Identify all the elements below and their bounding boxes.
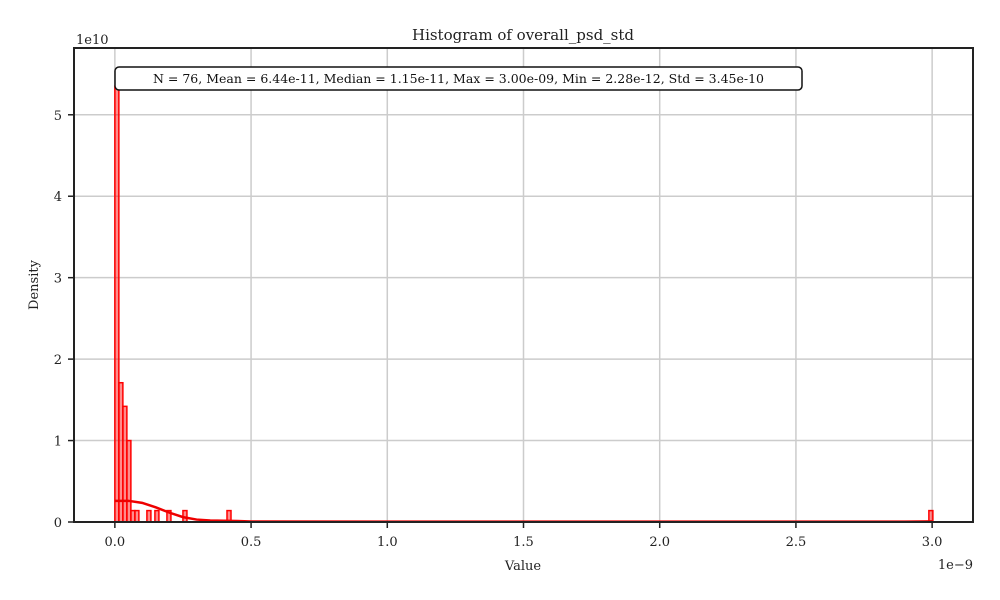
ticks-layer: 0.0 0.5 1.0 1.5 2.0 2.5 3.0 0 1 2 3 4 5 bbox=[54, 109, 943, 550]
histogram-bar bbox=[134, 509, 140, 523]
stats-box: N = 76, Mean = 6.44e-11, Median = 1.15e-… bbox=[114, 66, 803, 91]
stats-text: N = 76, Mean = 6.44e-11, Median = 1.15e-… bbox=[153, 71, 764, 86]
y-axis-label: Density bbox=[27, 259, 42, 310]
stats-box-frame bbox=[114, 66, 803, 91]
x-tick-label: 3.0 bbox=[922, 535, 943, 550]
x-tick-label: 2.0 bbox=[649, 535, 670, 550]
x-axis-label: Value bbox=[504, 559, 541, 574]
histogram-bar bbox=[154, 509, 160, 523]
chart-title: Histogram of overall_psd_std bbox=[412, 26, 634, 44]
y-tick-label: 1 bbox=[54, 435, 62, 450]
x-tick-label: 1.0 bbox=[377, 535, 398, 550]
y-tick-label: 5 bbox=[54, 109, 62, 124]
y-tick-label: 2 bbox=[54, 353, 62, 368]
y-tick-label: 4 bbox=[54, 190, 62, 205]
x-tick-label: 0.5 bbox=[241, 535, 262, 550]
x-tick-label: 0.0 bbox=[105, 535, 126, 550]
histogram-bar bbox=[146, 509, 152, 523]
x-offset-label: 1e−9 bbox=[938, 558, 973, 573]
y-tick-label: 3 bbox=[54, 272, 62, 287]
x-tick-label: 1.5 bbox=[513, 535, 534, 550]
histogram-bar bbox=[126, 439, 132, 523]
y-tick-label: 0 bbox=[54, 516, 62, 531]
grid-layer bbox=[74, 48, 973, 522]
y-offset-label: 1e10 bbox=[76, 33, 109, 48]
x-tick-label: 2.5 bbox=[786, 535, 807, 550]
